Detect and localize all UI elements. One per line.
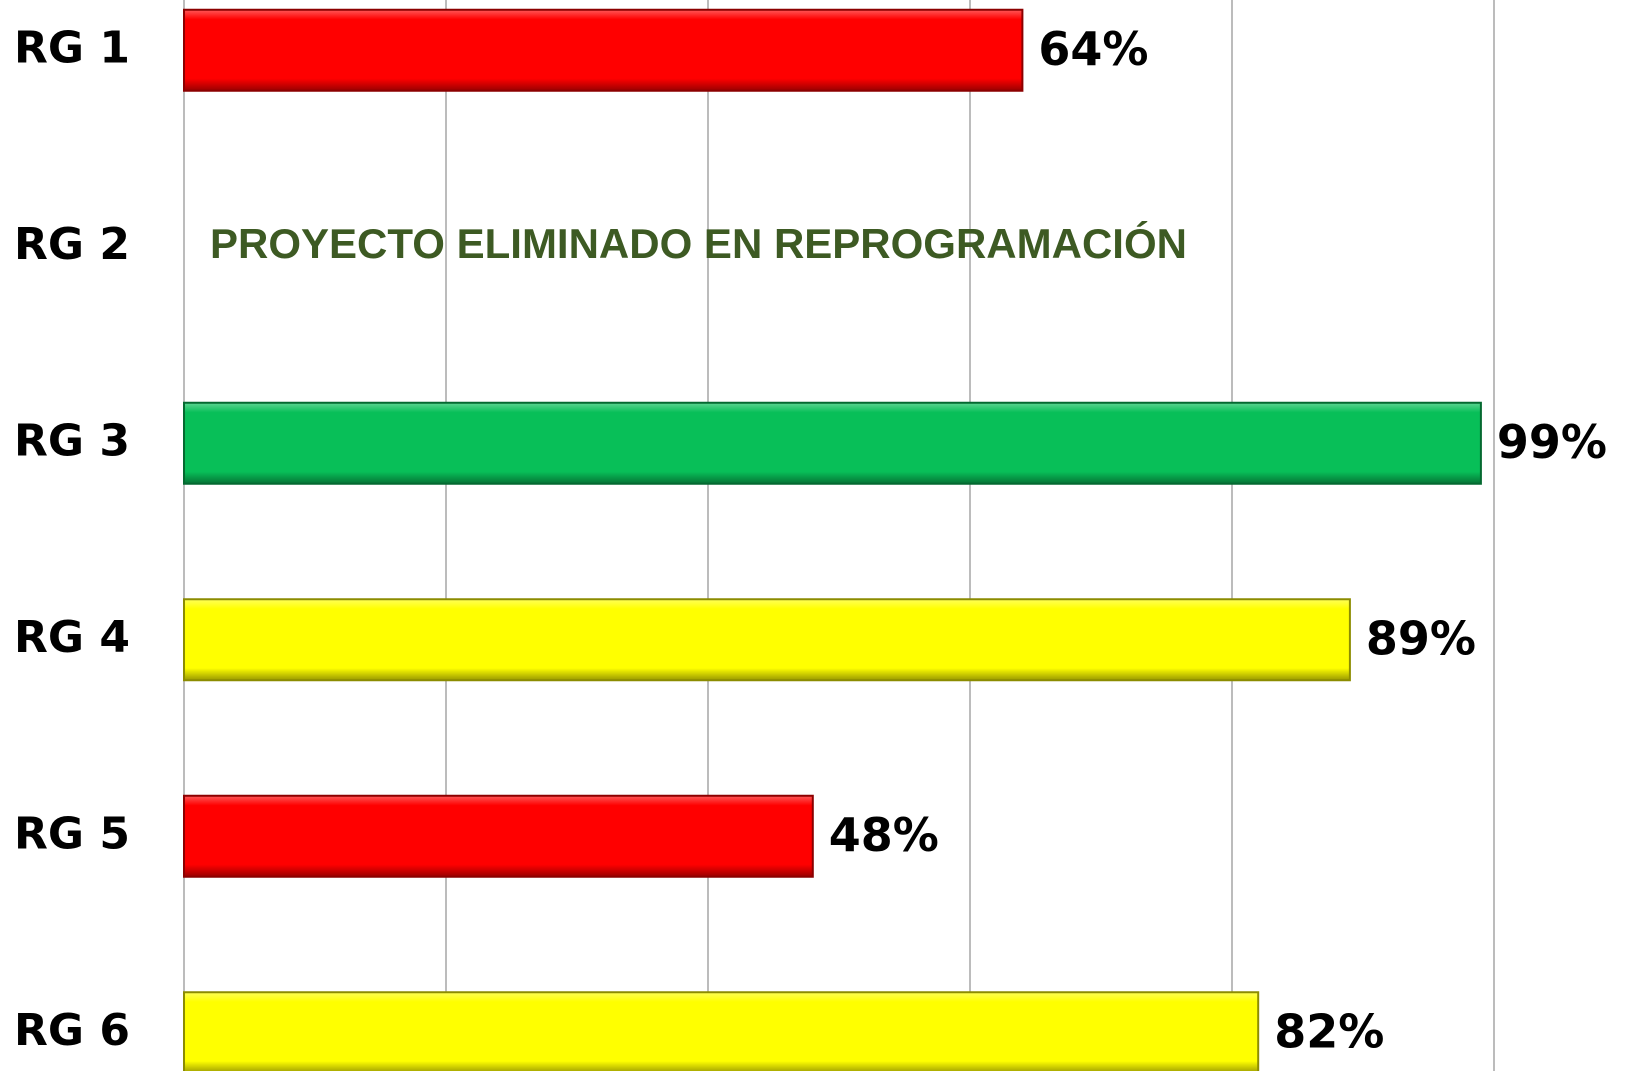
- category-label: RG 4: [14, 612, 130, 663]
- bar: [183, 8, 1024, 92]
- category-label: RG 1: [14, 22, 130, 73]
- bar: [183, 401, 1482, 485]
- value-label: 99%: [1497, 415, 1607, 469]
- category-label: RG 6: [14, 1005, 130, 1056]
- value-label: 64%: [1038, 22, 1148, 76]
- bar: [183, 598, 1351, 682]
- value-label: 48%: [829, 808, 939, 862]
- category-label: RG 5: [14, 808, 130, 859]
- bar: [183, 991, 1260, 1071]
- category-label: RG 2: [14, 219, 130, 270]
- annotation: PROYECTO ELIMINADO EN REPROGRAMACIÓN: [210, 219, 1187, 267]
- category-label: RG 3: [14, 415, 130, 466]
- value-label: 82%: [1274, 1004, 1384, 1058]
- value-label: 89%: [1366, 611, 1476, 665]
- bar: [183, 794, 814, 878]
